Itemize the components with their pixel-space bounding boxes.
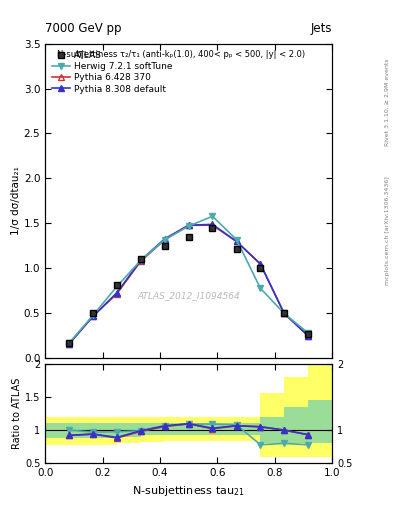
ATLAS bbox=[91, 310, 95, 316]
Pythia 6.428 370 bbox=[234, 239, 239, 245]
Pythia 8.308 default bbox=[186, 222, 191, 228]
Herwig 7.2.1 softTune bbox=[115, 283, 119, 289]
Pythia 8.308 default bbox=[210, 221, 215, 227]
Herwig 7.2.1 softTune bbox=[282, 310, 286, 316]
Text: N-subjettiness τ₂/τ₁ (anti-kₚ(1.0), 400< pₚ < 500, |y| < 2.0): N-subjettiness τ₂/τ₁ (anti-kₚ(1.0), 400<… bbox=[57, 50, 305, 59]
Pythia 6.428 370 bbox=[306, 333, 310, 339]
Herwig 7.2.1 softTune bbox=[306, 330, 310, 336]
Line: Herwig 7.2.1 softTune: Herwig 7.2.1 softTune bbox=[66, 213, 311, 346]
ATLAS bbox=[210, 225, 215, 231]
Line: Pythia 8.308 default: Pythia 8.308 default bbox=[66, 221, 311, 347]
Pythia 8.308 default bbox=[91, 313, 95, 319]
Y-axis label: Ratio to ATLAS: Ratio to ATLAS bbox=[12, 378, 22, 449]
Line: Pythia 6.428 370: Pythia 6.428 370 bbox=[66, 222, 311, 347]
Pythia 8.308 default bbox=[306, 333, 310, 339]
Herwig 7.2.1 softTune bbox=[138, 257, 143, 263]
X-axis label: N-subjettiness tau$_{21}$: N-subjettiness tau$_{21}$ bbox=[132, 484, 245, 498]
Pythia 6.428 370 bbox=[162, 237, 167, 243]
ATLAS bbox=[162, 243, 167, 249]
Text: Rivet 3.1.10, ≥ 2.9M events: Rivet 3.1.10, ≥ 2.9M events bbox=[385, 58, 390, 146]
Pythia 6.428 370 bbox=[138, 258, 143, 264]
Pythia 6.428 370 bbox=[258, 261, 263, 267]
ATLAS bbox=[186, 234, 191, 240]
Y-axis label: 1/σ dσ/dtau₂₁: 1/σ dσ/dtau₂₁ bbox=[11, 166, 21, 236]
Text: Jets: Jets bbox=[310, 22, 332, 35]
Text: mcplots.cern.ch [arXiv:1306.3436]: mcplots.cern.ch [arXiv:1306.3436] bbox=[385, 176, 390, 285]
ATLAS bbox=[138, 257, 143, 263]
Pythia 8.308 default bbox=[67, 341, 72, 347]
ATLAS bbox=[67, 340, 72, 346]
Herwig 7.2.1 softTune bbox=[258, 285, 263, 291]
Pythia 8.308 default bbox=[162, 236, 167, 242]
Pythia 6.428 370 bbox=[67, 341, 72, 347]
ATLAS bbox=[258, 265, 263, 271]
Pythia 8.308 default bbox=[115, 290, 119, 296]
Herwig 7.2.1 softTune bbox=[234, 237, 239, 243]
ATLAS bbox=[234, 246, 239, 252]
Pythia 6.428 370 bbox=[210, 222, 215, 228]
Herwig 7.2.1 softTune bbox=[186, 223, 191, 229]
ATLAS bbox=[115, 282, 119, 288]
Herwig 7.2.1 softTune bbox=[162, 237, 167, 243]
Pythia 6.428 370 bbox=[282, 310, 286, 316]
Pythia 8.308 default bbox=[282, 310, 286, 316]
Text: 7000 GeV pp: 7000 GeV pp bbox=[45, 22, 122, 35]
Herwig 7.2.1 softTune bbox=[91, 312, 95, 318]
ATLAS bbox=[282, 310, 286, 316]
Pythia 8.308 default bbox=[258, 261, 263, 267]
Legend: ATLAS, Herwig 7.2.1 softTune, Pythia 6.428 370, Pythia 8.308 default: ATLAS, Herwig 7.2.1 softTune, Pythia 6.4… bbox=[50, 48, 175, 96]
Pythia 6.428 370 bbox=[91, 313, 95, 319]
Herwig 7.2.1 softTune bbox=[210, 213, 215, 219]
Pythia 6.428 370 bbox=[115, 290, 119, 296]
Herwig 7.2.1 softTune bbox=[67, 340, 72, 346]
Text: ATLAS_2012_I1094564: ATLAS_2012_I1094564 bbox=[137, 291, 240, 300]
Line: ATLAS: ATLAS bbox=[66, 225, 311, 346]
Pythia 6.428 370 bbox=[186, 222, 191, 228]
ATLAS bbox=[306, 331, 310, 337]
Pythia 8.308 default bbox=[138, 257, 143, 263]
Pythia 8.308 default bbox=[234, 239, 239, 245]
